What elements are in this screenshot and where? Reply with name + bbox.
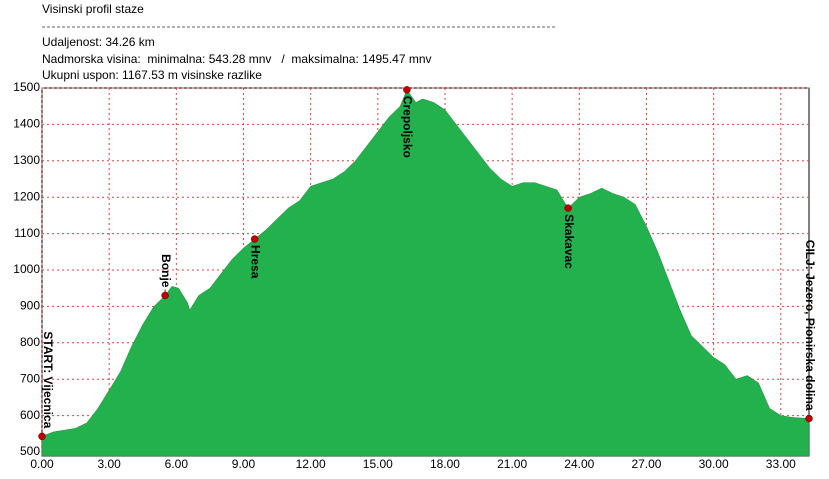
y-tick-label: 700	[20, 371, 40, 385]
distance: Udaljenost: 34.26 km	[42, 35, 155, 49]
y-tick-label: 1400	[13, 117, 40, 131]
y-tick-label: 500	[20, 444, 40, 458]
x-tick-label: 18.00	[430, 457, 460, 471]
x-tick-label: 24.00	[564, 457, 594, 471]
altitude: Nadmorska visina: minimalna: 543.28 mnv …	[42, 52, 432, 66]
x-tick-label: 21.00	[497, 457, 527, 471]
y-tick-label: 1300	[13, 153, 40, 167]
y-tick-label: 900	[20, 299, 40, 313]
waypoint-label: START: Vijecnica	[41, 331, 55, 428]
waypoint-marker	[403, 86, 411, 94]
waypoint-marker	[250, 235, 259, 243]
y-tick-label: 1100	[14, 226, 40, 240]
x-tick-label: 30.00	[699, 457, 729, 471]
x-tick-label: 15.00	[363, 457, 393, 471]
ascent: Ukupni uspon: 1167.53 m visinske razlike	[42, 68, 262, 82]
x-tick-label: 0.00	[30, 457, 54, 471]
y-tick-label: 600	[20, 408, 40, 422]
waypoint-marker	[38, 432, 46, 441]
x-tick-label: 33.00	[766, 457, 796, 471]
x-tick-label: 12.00	[296, 457, 326, 471]
waypoint-label: Bonje	[159, 254, 173, 288]
y-tick-label: 1200	[13, 189, 40, 203]
title: Visinski profil staze	[42, 2, 144, 16]
y-tick-label: 1500	[13, 80, 40, 94]
waypoint-label: CILJ: Jezero, Pionirska dolina	[803, 240, 817, 411]
elevation-area	[41, 89, 810, 457]
x-tick-label: 3.00	[97, 457, 121, 471]
x-tick-label: 6.00	[165, 457, 189, 471]
waypoint-label: Hresa	[249, 245, 263, 279]
x-tick-label: 9.00	[232, 457, 256, 471]
x-tick-label: 27.00	[631, 457, 661, 471]
y-tick-label: 1000	[13, 262, 40, 276]
y-tick-label: 800	[20, 335, 40, 349]
waypoint-label: Crepoljsko	[401, 96, 415, 158]
waypoint-marker	[564, 204, 572, 212]
waypoint-label: Skakavac	[562, 214, 576, 269]
waypoint-marker	[805, 414, 813, 423]
